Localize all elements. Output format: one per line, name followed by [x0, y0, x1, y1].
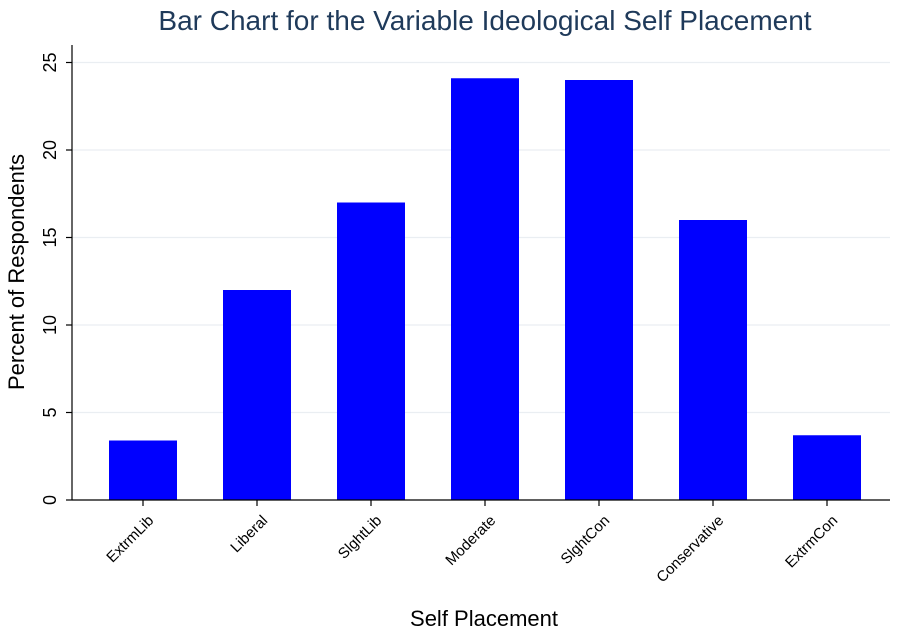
- x-tick-label: ExtrmCon: [782, 512, 841, 571]
- x-tick-label: SlghtCon: [558, 512, 614, 568]
- bar-moderate: [451, 78, 519, 500]
- y-tick-label: 10: [40, 315, 60, 335]
- bar-extrmcon: [793, 435, 861, 500]
- y-tick-label: 25: [40, 52, 60, 72]
- chart-title: Bar Chart for the Variable Ideological S…: [158, 5, 811, 36]
- y-tick-label: 15: [40, 227, 60, 247]
- x-axis-label: Self Placement: [410, 606, 558, 631]
- bar-extrmlib: [109, 440, 177, 500]
- x-tick-label: SlghtLib: [335, 512, 385, 562]
- x-tick-label: Moderate: [442, 512, 499, 569]
- bar-conservative: [679, 220, 747, 500]
- y-tick-label: 5: [40, 407, 60, 417]
- y-ticks: 0 5 10 15 20 25: [40, 52, 72, 505]
- bar-liberal: [223, 290, 291, 500]
- bar-slghtcon: [565, 80, 633, 500]
- bar-slghtlib: [337, 202, 405, 500]
- x-tick-label: ExtrmLib: [103, 512, 157, 566]
- y-tick-label: 20: [40, 140, 60, 160]
- x-tick-label: Conservative: [653, 512, 727, 586]
- x-tick-label: Liberal: [227, 512, 271, 556]
- y-axis-label: Percent of Respondents: [4, 154, 29, 390]
- bars: [109, 78, 861, 500]
- x-ticks: ExtrmLib Liberal SlghtLib Moderate SlghtCon C…: [103, 500, 841, 586]
- y-tick-label: 0: [40, 495, 60, 505]
